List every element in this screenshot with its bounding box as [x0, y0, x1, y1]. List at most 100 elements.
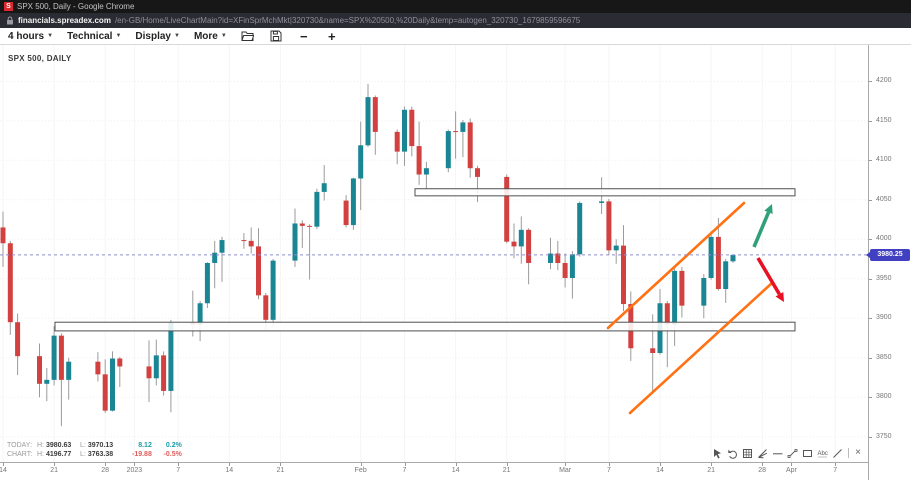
- x-axis-tick: [608, 463, 610, 466]
- candle-down: [511, 241, 517, 247]
- open-chart-button[interactable]: [241, 29, 255, 43]
- candle-up: [672, 270, 678, 325]
- x-axis-tick: [105, 463, 107, 466]
- candle-up: [270, 260, 276, 320]
- x-axis-label: 21: [707, 467, 715, 474]
- save-floppy-icon: [270, 30, 282, 42]
- channel-lower-line[interactable]: [628, 281, 774, 415]
- candle-up: [599, 201, 605, 203]
- candle-down: [679, 270, 685, 306]
- url-path: /en-GB/Home/LiveChartMain?id=XFinSprMchM…: [114, 16, 581, 25]
- candle-up: [701, 277, 707, 306]
- candle-up: [730, 254, 736, 262]
- candle-up: [460, 122, 466, 132]
- stats-row-today: TODAY: H: 3980.63 L: 3970.13 8.12 0.2%: [7, 441, 182, 450]
- stats-row-chart: CHART: H: 4196.77 L: 3763.38 -19.88 -0.5…: [7, 450, 182, 459]
- y-axis-label: 3750: [876, 432, 892, 440]
- x-axis-tick: [711, 463, 713, 466]
- y-axis-label: 4050: [876, 195, 892, 203]
- candle-down: [241, 240, 247, 242]
- x-axis-label: 21: [276, 467, 285, 474]
- rect-tool-button[interactable]: [801, 447, 813, 459]
- svg-text:Abc: Abc: [817, 451, 827, 457]
- undo-icon: [727, 449, 737, 459]
- candle-up: [358, 145, 364, 179]
- url-bar[interactable]: financials.spreadex.com/en-GB/Home/LiveC…: [0, 13, 911, 28]
- y-axis-tick: [869, 357, 872, 359]
- candle-up: [350, 178, 356, 226]
- time-axis[interactable]: 14 21 28 2023 7 14 21 Feb 7 14 21 Mar 7 14 21 28 Apr 7: [0, 462, 868, 480]
- trend-tool-button[interactable]: [786, 447, 798, 459]
- candle-up: [548, 253, 553, 263]
- x-axis-tick: [54, 463, 56, 466]
- candle-down: [343, 200, 349, 226]
- x-axis-tick: [762, 463, 764, 466]
- candle-down: [37, 356, 42, 384]
- timeframe-menu[interactable]: 4 hours ▼: [8, 31, 53, 42]
- text-icon: Abc: [817, 451, 828, 457]
- close-toolbar-button[interactable]: ×: [855, 447, 861, 458]
- technical-menu[interactable]: Technical ▼: [67, 31, 121, 42]
- x-axis-label: Mar: [559, 467, 572, 474]
- y-axis-label: 3900: [876, 314, 892, 322]
- y-axis-label: 4200: [876, 77, 892, 85]
- candle-down: [256, 246, 261, 296]
- chart-change-value: -19.88: [131, 451, 152, 458]
- y-axis-label: 4000: [876, 235, 892, 243]
- technical-menu-label: Technical: [67, 30, 113, 42]
- x-axis-tick: [660, 463, 661, 466]
- hline-tool-button[interactable]: [771, 447, 783, 459]
- candle-up: [314, 191, 320, 227]
- grid-tool-button[interactable]: [741, 447, 753, 459]
- x-axis-label: 7: [606, 467, 611, 474]
- chart-low-value: 3763.38: [87, 451, 114, 458]
- candle-up: [577, 202, 583, 255]
- x-axis-label: 7: [176, 467, 181, 474]
- x-axis-tick: [791, 463, 793, 466]
- x-axis-tick: [835, 463, 837, 466]
- y-axis-tick: [869, 120, 872, 122]
- up-arrow-annotation[interactable]: [752, 211, 771, 248]
- channel-upper-line[interactable]: [606, 201, 746, 330]
- spreadex-favicon: S: [4, 2, 13, 11]
- candle-up: [51, 335, 57, 380]
- plot-region[interactable]: SPX 500, DAILY TODAY: H: 3980.63 L: 3970…: [0, 45, 868, 462]
- text-tool-button[interactable]: Abc: [816, 447, 828, 459]
- zoom-in-button[interactable]: +: [328, 28, 336, 44]
- zoom-out-button[interactable]: −: [300, 28, 308, 44]
- x-axis-label: 28: [758, 467, 767, 474]
- x-axis-tick: [360, 463, 362, 466]
- padlock-icon: [7, 16, 13, 25]
- x-axis-label: 7: [833, 467, 838, 474]
- undo-tool-button[interactable]: [726, 447, 738, 459]
- chart-area: SPX 500, DAILY TODAY: H: 3980.63 L: 3970…: [0, 45, 911, 480]
- fan-tool-button[interactable]: [756, 447, 768, 459]
- candle-up: [569, 254, 575, 278]
- display-menu[interactable]: Display ▼: [135, 31, 180, 42]
- save-chart-button[interactable]: [269, 29, 283, 43]
- x-axis-tick: [178, 463, 180, 466]
- down-arrow-annotation[interactable]: [756, 257, 781, 296]
- chevron-down-icon: ▼: [115, 33, 122, 39]
- support-zone[interactable]: [54, 321, 796, 332]
- high-label: H:: [37, 442, 44, 449]
- x-axis-tick: [506, 463, 508, 466]
- chart-toolbar: 4 hours ▼ Technical ▼ Display ▼ More ▼: [0, 28, 911, 45]
- x-axis-tick: [280, 463, 282, 466]
- y-axis-tick: [869, 318, 872, 320]
- resistance-zone[interactable]: [414, 188, 796, 197]
- x-axis-label: Apr: [785, 467, 797, 474]
- more-menu[interactable]: More ▼: [194, 31, 227, 42]
- candle-down: [248, 240, 254, 247]
- candle-up: [723, 261, 729, 290]
- candle-up: [44, 379, 50, 384]
- x-axis-label: 21: [50, 467, 58, 474]
- ray-tool-button[interactable]: [831, 447, 843, 459]
- x-axis-label: 7: [402, 467, 407, 474]
- drawing-toolbar: Abc ×: [711, 447, 862, 459]
- display-menu-label: Display: [135, 30, 171, 42]
- price-axis[interactable]: 3980.25 4200 4150 4100 4050 4000 3950 3900 3850…: [866, 45, 911, 480]
- candle-up: [321, 183, 327, 192]
- pointer-tool-button[interactable]: [711, 447, 723, 459]
- x-axis-tick: [565, 463, 567, 466]
